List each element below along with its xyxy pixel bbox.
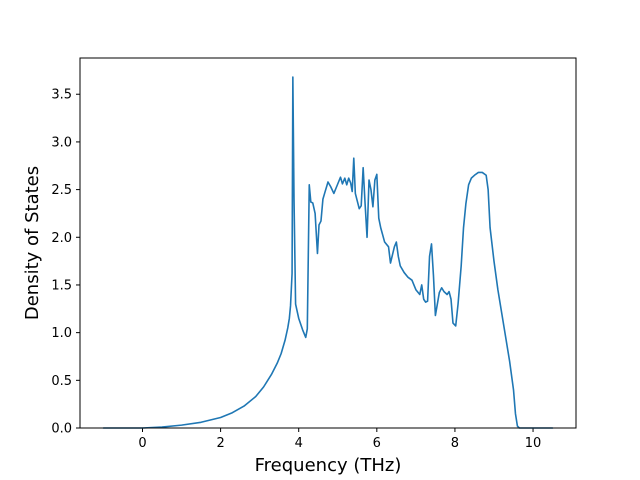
plot-frame — [79, 57, 577, 429]
y-tick-label: 1.5 — [51, 278, 72, 293]
x-tick-label: 2 — [216, 436, 224, 451]
x-axis-label: Frequency (THz) — [255, 455, 402, 476]
series-layer — [102, 76, 554, 429]
x-tick-label: 6 — [373, 436, 381, 451]
y-tick-label: 2.5 — [51, 183, 72, 198]
y-tick-label: 3.0 — [51, 135, 72, 150]
dos-series-line — [102, 76, 554, 429]
plot-background — [80, 58, 576, 428]
x-tick-label: 10 — [525, 436, 542, 451]
x-tick-label: 8 — [451, 436, 459, 451]
y-axis-label: Density of States — [22, 166, 43, 320]
y-tick-label: 2.0 — [51, 231, 72, 246]
x-tick-label: 0 — [138, 436, 146, 451]
y-tick-label: 0.5 — [51, 374, 72, 389]
y-tick-label: 1.0 — [51, 326, 72, 341]
y-tick-label: 0.0 — [51, 422, 72, 437]
y-tick-label: 3.5 — [51, 88, 72, 103]
x-tick-label: 4 — [295, 436, 303, 451]
ticks-layer: 0 2 4 6 8 10 0.0 0.5 1.0 1.5 2.0 2.5 3.0 3.5 — [51, 88, 541, 451]
